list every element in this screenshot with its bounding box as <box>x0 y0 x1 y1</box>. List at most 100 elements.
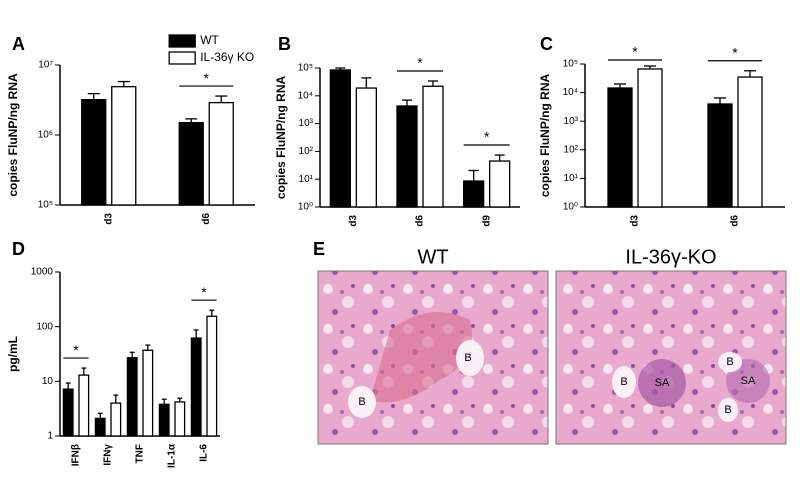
x-tick-label: d3 <box>103 213 114 225</box>
bar <box>78 374 90 437</box>
panel-letter: C <box>540 34 553 54</box>
image-label: B <box>358 396 365 408</box>
error-bar <box>97 412 103 419</box>
bar <box>607 87 633 208</box>
bar <box>62 388 74 437</box>
error-bar <box>193 329 199 339</box>
bar <box>94 417 106 437</box>
y-tick-label: 100 <box>36 321 53 332</box>
significance-mark: * <box>484 129 490 145</box>
y-tick-label: 10⁷ <box>38 60 53 71</box>
image-label: SA <box>741 375 756 387</box>
bar <box>737 76 763 208</box>
bar <box>422 85 444 208</box>
y-tick-label: 10⁴ <box>563 87 578 98</box>
bar <box>707 103 733 208</box>
bar <box>206 315 218 437</box>
significance-mark: * <box>732 44 738 60</box>
x-tick-label: d3 <box>630 215 641 227</box>
y-tick-label: 10 <box>42 376 54 387</box>
bar <box>355 87 377 208</box>
histology-image <box>555 270 787 445</box>
y-tick-label: 10³ <box>299 118 314 129</box>
y-tick-label: 10² <box>299 146 314 157</box>
panel-letter: B <box>278 34 291 54</box>
error-bar <box>209 309 215 317</box>
error-bar <box>428 80 438 87</box>
y-tick-label: 10⁵ <box>563 59 578 70</box>
y-tick-label: 10⁴ <box>298 90 313 101</box>
y-tick-label: 10² <box>564 144 579 155</box>
significance-mark: * <box>73 342 79 358</box>
bar <box>463 180 485 208</box>
image-label: B <box>464 352 471 364</box>
error-bar <box>117 80 130 87</box>
image-title: WT <box>417 246 448 268</box>
image-title: IL-36γ-KO <box>625 246 716 268</box>
y-tick-label: 10¹ <box>299 174 314 185</box>
bronchiole <box>348 386 376 418</box>
x-tick-label: d9 <box>481 215 492 227</box>
bar <box>396 105 418 208</box>
bar <box>126 357 138 437</box>
x-tick-label: d6 <box>730 215 741 227</box>
error-bar <box>113 394 119 404</box>
significance-mark: * <box>417 55 423 71</box>
significance-mark: * <box>204 70 210 86</box>
y-tick-label: 10⁵ <box>298 63 313 74</box>
error-bar <box>65 382 71 390</box>
significance-mark: * <box>632 44 638 60</box>
x-tick-label: IFNγ <box>103 444 114 466</box>
vessel <box>638 359 686 407</box>
bar <box>329 69 351 208</box>
y-tick-label: 10⁰ <box>563 202 578 213</box>
y-tick-label: 1 <box>47 431 53 442</box>
bar <box>158 403 170 437</box>
bronchiole <box>456 340 484 376</box>
legend-label: IL-36γ KO <box>200 50 254 64</box>
error-bar <box>714 97 726 104</box>
bronchiole <box>718 352 742 372</box>
error-bar <box>215 95 228 103</box>
image-label: B <box>620 376 627 388</box>
y-axis-label: pg/mL <box>6 336 20 372</box>
bar <box>190 337 202 437</box>
image-label: SA <box>655 377 670 389</box>
bronchiole <box>612 366 636 398</box>
y-tick-label: 10⁰ <box>298 202 313 213</box>
error-bar <box>468 169 479 182</box>
error-bar <box>494 154 505 162</box>
x-tick-label: IFNβ <box>71 444 82 466</box>
error-bar <box>129 351 135 358</box>
y-tick-label: 10¹ <box>564 173 579 184</box>
panel-letter: A <box>12 34 25 54</box>
legend-swatch <box>168 34 196 48</box>
error-bar <box>161 398 167 405</box>
bar <box>489 160 511 208</box>
x-tick-label: TNF <box>135 444 146 463</box>
error-bar <box>402 99 412 106</box>
legend-swatch <box>168 51 196 65</box>
error-bar <box>81 367 87 376</box>
y-tick-label: 10⁶ <box>38 130 53 141</box>
y-tick-label: 10⁵ <box>38 200 53 211</box>
significance-mark: * <box>201 284 207 300</box>
x-tick-label: IL-1α <box>167 443 178 468</box>
y-axis-label: copies FluNP/ng RNA <box>538 73 552 197</box>
vessel <box>370 312 472 403</box>
panel-letter: D <box>12 239 25 259</box>
error-bar <box>145 344 151 351</box>
bar <box>208 101 234 206</box>
bar <box>174 401 186 437</box>
y-tick-label: 10³ <box>564 116 579 127</box>
bar <box>81 98 107 206</box>
panel-e: E WT IL-36γ-KO <box>313 239 787 445</box>
bar <box>111 86 137 206</box>
bar <box>142 349 154 437</box>
x-tick-label: d3 <box>348 215 359 227</box>
x-tick-label: IL-6 <box>199 444 210 462</box>
legend-label: WT <box>200 33 219 47</box>
y-axis-label: copies FluNP/ng RNA <box>6 73 20 197</box>
error-bar <box>614 83 626 88</box>
